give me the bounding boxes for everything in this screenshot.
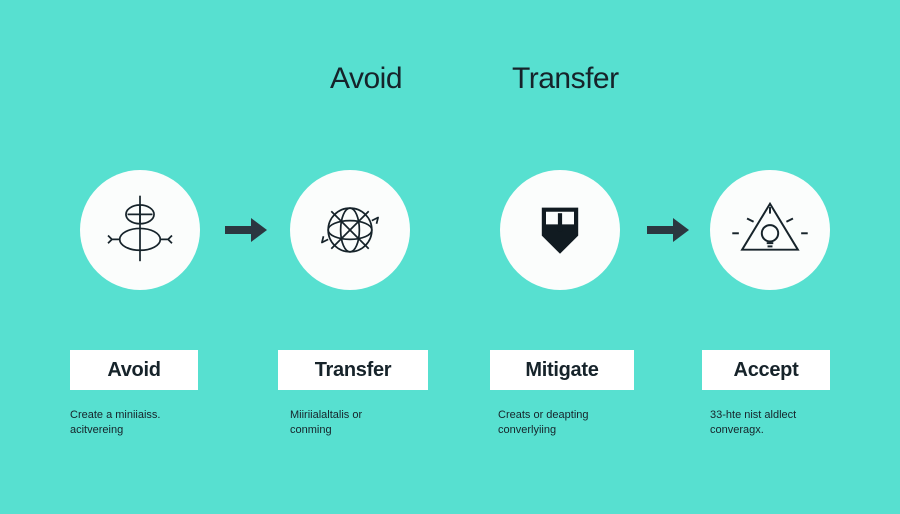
step-circle-accept [710,170,830,290]
desc-line: 33-hte nist aldlect [710,409,796,421]
compass-dial-icon [101,191,179,269]
desc-accept: 33-hte nist aldlect converagx. [710,408,860,438]
desc-line: acitvereing [70,424,123,436]
heading-transfer: Transfer [512,62,619,96]
arrow-2 [640,214,695,246]
arrow-right-icon [645,214,691,246]
desc-line: Create a miniiaiss. [70,409,160,421]
heading-avoid: Avoid [330,62,402,96]
desc-line: converagx. [710,424,764,436]
desc-line: Miiriialaltalis or [290,409,362,421]
desc-line: conming [290,424,332,436]
desc-avoid: Create a miniiaiss. acitvereing [70,408,220,438]
shield-down-icon [525,195,595,265]
infographic-canvas: Avoid Transfer [0,0,900,514]
desc-line: converlyiing [498,424,556,436]
step-circle-avoid [80,170,200,290]
step-circle-transfer [290,170,410,290]
globe-crossed-icon [311,191,389,269]
step-circle-mitigate [500,170,620,290]
arrow-right-icon [223,214,269,246]
arrow-1 [218,214,273,246]
label-accept: Accept [702,350,830,390]
idea-triangle-icon [729,189,811,271]
desc-line: Creats or deapting [498,409,589,421]
label-transfer: Transfer [278,350,428,390]
desc-mitigate: Creats or deapting converlyiing [498,408,648,438]
label-avoid: Avoid [70,350,198,390]
label-mitigate: Mitigate [490,350,634,390]
desc-transfer: Miiriialaltalis or conming [290,408,440,438]
